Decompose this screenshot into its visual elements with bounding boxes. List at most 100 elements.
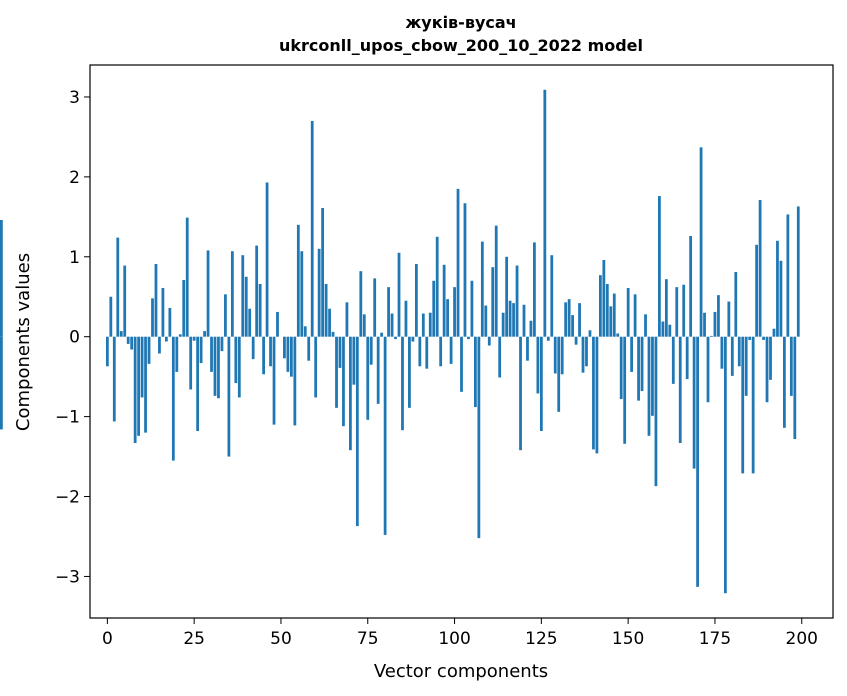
bar-146 (612, 293, 616, 337)
bar-144 (605, 283, 609, 337)
bar-32 (217, 336, 220, 399)
x-tick-label: 0 (102, 629, 113, 649)
bar-23 (185, 217, 189, 337)
bar-123 (533, 242, 536, 337)
bar-66 (335, 336, 338, 408)
bar-74 (362, 314, 366, 337)
bar-27 (199, 336, 203, 364)
bar-29 (206, 250, 210, 337)
bar-80 (383, 336, 387, 535)
bar-110 (487, 336, 491, 346)
bar-139 (588, 330, 592, 337)
bar-189 (762, 336, 765, 340)
bar-39 (241, 255, 245, 337)
bar-96 (439, 336, 443, 367)
bar-179 (727, 301, 731, 337)
bar-125 (539, 336, 543, 432)
bar-195 (783, 336, 786, 428)
bar-186 (751, 336, 755, 474)
y-axis-label: Components values (13, 253, 34, 431)
bar-169 (692, 336, 696, 469)
bar-42 (251, 336, 255, 360)
bar-52 (286, 336, 290, 372)
bar-191 (769, 336, 772, 380)
bar-174 (710, 335, 713, 337)
bar-183 (741, 336, 745, 474)
bar-138 (585, 336, 588, 367)
bar-46 (265, 182, 269, 337)
bar-162 (668, 324, 672, 337)
bar-159 (658, 196, 661, 337)
bar-190 (765, 336, 769, 403)
y-tick-label: 1 (69, 248, 80, 268)
bar-140 (592, 336, 595, 450)
chart-title: жуків-вусач (405, 13, 516, 32)
x-tick-label: 100 (438, 629, 470, 649)
bar-172 (703, 312, 706, 337)
bar-166 (682, 284, 686, 337)
bar-101 (456, 188, 460, 337)
bar-99 (449, 336, 453, 364)
bar-199 (796, 206, 800, 337)
bar-78 (376, 336, 380, 404)
x-tick-label: 125 (525, 629, 557, 649)
bar-67 (338, 336, 342, 368)
y-tick-label: −1 (55, 408, 80, 428)
bar-8 (133, 336, 137, 443)
bar-103 (463, 203, 467, 337)
bar-115 (505, 256, 509, 337)
bar-41 (248, 308, 252, 337)
bar-20 (175, 336, 179, 372)
bar-109 (484, 305, 488, 337)
bar-60 (314, 336, 318, 398)
y-tick-label: 0 (69, 328, 80, 348)
bar-21 (178, 334, 182, 337)
bar-170 (696, 336, 699, 587)
bar-158 (654, 336, 658, 487)
bar-31 (213, 336, 217, 396)
bar-70 (349, 336, 352, 451)
bar-34 (224, 294, 227, 337)
y-axis-ticks: −3 −2 −1 0 1 2 3 (55, 88, 90, 587)
bar-3 (116, 237, 120, 337)
bar-120 (522, 304, 526, 337)
bar-155 (644, 314, 647, 337)
bar-136 (578, 303, 581, 337)
bar-13 (151, 298, 154, 337)
bar-131 (560, 336, 564, 375)
x-tick-label: 50 (270, 629, 292, 649)
bar-119 (519, 336, 522, 451)
bar-33 (220, 336, 224, 352)
bar-192 (772, 328, 776, 337)
bar-53 (289, 336, 293, 377)
bar-151 (630, 336, 634, 372)
bar-106 (474, 336, 477, 408)
x-tick-label: 25 (183, 629, 205, 649)
bar-49 (276, 311, 279, 337)
bar-154 (640, 336, 644, 392)
bar-198 (793, 336, 797, 439)
bar-173 (706, 336, 710, 403)
bar-122 (529, 320, 533, 337)
bar-45 (262, 336, 265, 375)
bar-165 (678, 336, 682, 443)
bar-4 (119, 331, 123, 337)
y-tick-label: 3 (69, 88, 80, 108)
bar-76 (369, 336, 373, 365)
bar-194 (779, 260, 783, 337)
bar-10 (140, 336, 144, 398)
bar-141 (595, 336, 599, 454)
bar-176 (717, 295, 720, 337)
bar-89 (414, 263, 418, 337)
bar-184 (744, 336, 748, 396)
bar-104 (467, 336, 470, 340)
bar-37 (234, 336, 238, 384)
bar-94 (432, 280, 436, 337)
bar-5 (123, 265, 127, 337)
x-tick-label: 175 (699, 629, 731, 649)
bar-175 (713, 311, 717, 337)
bar-196 (786, 214, 790, 337)
bar-112 (494, 225, 498, 337)
bar-91 (421, 313, 425, 337)
